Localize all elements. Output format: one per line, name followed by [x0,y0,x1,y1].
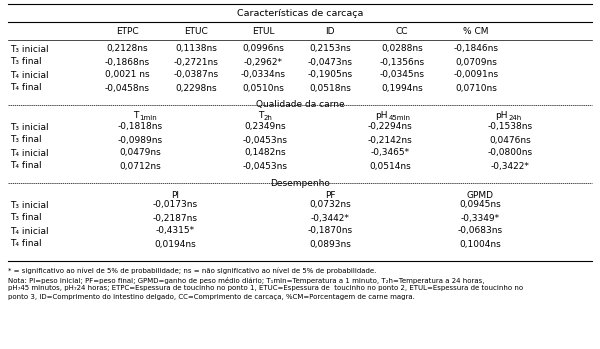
Text: pH₇45 minutos, pH₇24 horas; ETPC=Espessura de toucinho no ponto 1, ETUC=Espessur: pH₇45 minutos, pH₇24 horas; ETPC=Espessu… [8,285,523,291]
Text: -0,2962*: -0,2962* [244,58,283,67]
Text: T₃ inicial: T₃ inicial [10,200,49,209]
Text: T₃ final: T₃ final [10,135,41,144]
Text: -0,0458ns: -0,0458ns [104,83,149,92]
Text: 0,0479ns: 0,0479ns [119,149,161,157]
Text: 1min: 1min [139,116,157,121]
Text: -0,4315*: -0,4315* [155,227,194,236]
Text: 0,0514ns: 0,0514ns [369,162,411,171]
Text: PI: PI [171,191,179,200]
Text: 0,0712ns: 0,0712ns [119,162,161,171]
Text: -0,0345ns: -0,0345ns [380,70,425,80]
Text: pH: pH [496,111,508,120]
Text: 0,1004ns: 0,1004ns [459,239,501,248]
Text: 0,2153ns: 0,2153ns [309,45,351,53]
Text: -0,2294ns: -0,2294ns [368,122,412,132]
Text: -0,1870ns: -0,1870ns [307,227,353,236]
Text: 2h: 2h [264,116,273,121]
Text: 0,1482ns: 0,1482ns [244,149,286,157]
Text: T₄ inicial: T₄ inicial [10,70,49,80]
Text: 0,2298ns: 0,2298ns [175,83,217,92]
Text: T₃ inicial: T₃ inicial [10,122,49,132]
Text: 0,0996ns: 0,0996ns [242,45,284,53]
Text: T₄ final: T₄ final [10,162,41,171]
Text: GPMD: GPMD [467,191,493,200]
Text: T₃ inicial: T₃ inicial [10,45,49,53]
Text: 0,0945ns: 0,0945ns [459,200,501,209]
Text: 0,2349ns: 0,2349ns [244,122,286,132]
Text: 0,2128ns: 0,2128ns [106,45,148,53]
Text: -0,0989ns: -0,0989ns [118,135,163,144]
Text: ETPC: ETPC [116,27,139,36]
Text: CC: CC [396,27,408,36]
Text: -0,1818ns: -0,1818ns [118,122,163,132]
Text: pH: pH [376,111,388,120]
Text: T: T [133,111,138,120]
Text: -0,1868ns: -0,1868ns [104,58,149,67]
Text: Características de carcaça: Características de carcaça [237,8,363,17]
Text: -0,3349*: -0,3349* [460,214,500,223]
Text: -0,1538ns: -0,1538ns [487,122,533,132]
Text: -0,0800ns: -0,0800ns [487,149,533,157]
Text: 0,0732ns: 0,0732ns [309,200,351,209]
Text: Qualidade da carne: Qualidade da carne [256,101,344,110]
Text: -0,0453ns: -0,0453ns [242,162,287,171]
Text: -0,3442*: -0,3442* [311,214,349,223]
Text: -0,0091ns: -0,0091ns [454,70,499,80]
Text: % CM: % CM [463,27,489,36]
Text: T₄ final: T₄ final [10,239,41,248]
Text: * = significativo ao nível de 5% de probabilidade; ns = não significativo ao nív: * = significativo ao nível de 5% de prob… [8,268,376,275]
Text: -0,1356ns: -0,1356ns [379,58,425,67]
Text: -0,0473ns: -0,0473ns [308,58,353,67]
Text: ETUC: ETUC [184,27,208,36]
Text: -0,2721ns: -0,2721ns [173,58,218,67]
Text: T₃ final: T₃ final [10,214,41,223]
Text: Desempenho: Desempenho [270,178,330,187]
Text: 0,0710ns: 0,0710ns [455,83,497,92]
Text: ID: ID [325,27,335,36]
Text: T₄ inicial: T₄ inicial [10,149,49,157]
Text: T₄ final: T₄ final [10,83,41,92]
Text: 0,0288ns: 0,0288ns [381,45,423,53]
Text: T₄ inicial: T₄ inicial [10,227,49,236]
Text: -0,0453ns: -0,0453ns [242,135,287,144]
Text: -0,3422*: -0,3422* [491,162,529,171]
Text: ponto 3, ID=Comprimento do intestino delgado, CC=Comprimento de carcaça, %CM=Por: ponto 3, ID=Comprimento do intestino del… [8,294,415,299]
Text: PF: PF [325,191,335,200]
Text: -0,2142ns: -0,2142ns [368,135,412,144]
Text: -0,1846ns: -0,1846ns [454,45,499,53]
Text: 24h: 24h [509,116,522,121]
Text: 0,0518ns: 0,0518ns [309,83,351,92]
Text: ETUL: ETUL [252,27,274,36]
Text: -0,0387ns: -0,0387ns [173,70,218,80]
Text: 45min: 45min [389,116,411,121]
Text: -0,2187ns: -0,2187ns [152,214,197,223]
Text: 0,0893ns: 0,0893ns [309,239,351,248]
Text: -0,0173ns: -0,0173ns [152,200,197,209]
Text: Nota: PI=peso inicial; PF=peso final; GPMD=ganho de peso médio diário; T₁min=Tem: Nota: PI=peso inicial; PF=peso final; GP… [8,276,485,283]
Text: -0,1905ns: -0,1905ns [307,70,353,80]
Text: T₃ final: T₃ final [10,58,41,67]
Text: -0,3465*: -0,3465* [370,149,410,157]
Text: 0,1138ns: 0,1138ns [175,45,217,53]
Text: 0,1994ns: 0,1994ns [381,83,423,92]
Text: 0,0476ns: 0,0476ns [489,135,531,144]
Text: 0,0510ns: 0,0510ns [242,83,284,92]
Text: -0,0683ns: -0,0683ns [457,227,503,236]
Text: -0,0334ns: -0,0334ns [241,70,286,80]
Text: T: T [257,111,263,120]
Text: 0,0021 ns: 0,0021 ns [104,70,149,80]
Text: 0,0709ns: 0,0709ns [455,58,497,67]
Text: 0,0194ns: 0,0194ns [154,239,196,248]
